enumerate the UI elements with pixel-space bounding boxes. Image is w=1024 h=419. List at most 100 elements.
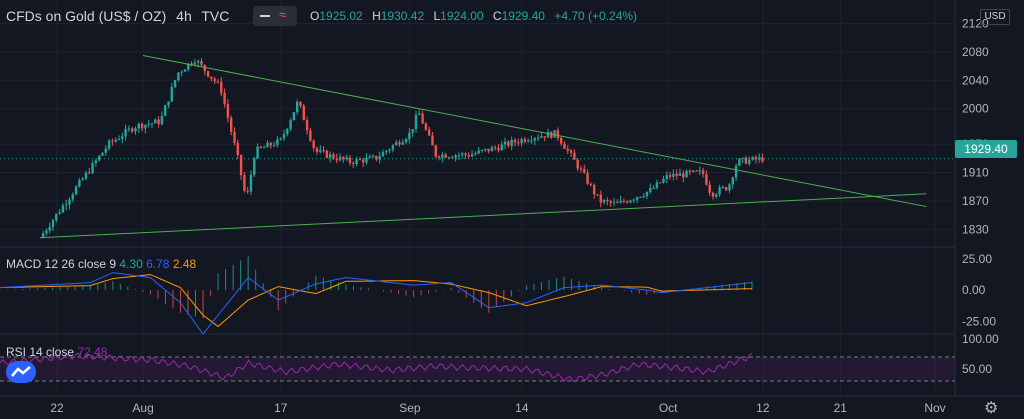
candle-body bbox=[556, 130, 560, 138]
candle-body bbox=[216, 81, 220, 83]
candle-body bbox=[513, 139, 517, 143]
candle-body bbox=[335, 158, 338, 161]
symbol-header[interactable]: CFDs on Gold (US$ / OZ) 4h TVC bbox=[6, 8, 235, 24]
candle-body bbox=[45, 230, 48, 234]
candle-body bbox=[226, 104, 230, 118]
candle-body bbox=[167, 101, 170, 106]
macd-legend[interactable]: MACD 12 26 close 9 4.30 6.78 2.48 bbox=[6, 257, 196, 271]
rsi-legend[interactable]: RSI 14 close 72.48 bbox=[6, 345, 107, 359]
candle-body bbox=[668, 175, 672, 177]
candle-body bbox=[243, 175, 246, 191]
candle-body bbox=[457, 155, 461, 157]
candle-body bbox=[622, 200, 626, 202]
visibility-toggle[interactable]: ≈ bbox=[253, 6, 297, 26]
candle-body bbox=[157, 119, 160, 125]
gear-icon[interactable]: ⚙ bbox=[984, 400, 999, 417]
candle-body bbox=[503, 141, 507, 145]
candle-body bbox=[388, 149, 391, 151]
candle-body bbox=[592, 184, 596, 195]
candle-body bbox=[751, 157, 754, 160]
candle-body bbox=[711, 192, 715, 197]
candle-body bbox=[266, 142, 269, 148]
candle-body bbox=[573, 152, 576, 160]
candle-body bbox=[51, 220, 55, 228]
candle-body bbox=[691, 170, 695, 172]
high-label: H bbox=[372, 9, 381, 23]
candle-body bbox=[282, 133, 286, 139]
candle-body bbox=[58, 212, 61, 214]
candle-body bbox=[441, 154, 444, 158]
candle-body bbox=[616, 202, 619, 204]
candle-body bbox=[163, 105, 167, 116]
candle-body bbox=[444, 154, 447, 158]
interval-label[interactable]: 4h bbox=[176, 8, 192, 24]
candle-body bbox=[744, 157, 748, 164]
candle-body bbox=[757, 157, 761, 160]
rsi-band bbox=[0, 356, 955, 382]
candle-body bbox=[517, 142, 520, 144]
close-label: C bbox=[492, 9, 502, 23]
open-value: 1925.02 bbox=[319, 9, 363, 23]
trendline bbox=[142, 54, 927, 208]
candle-body bbox=[688, 170, 692, 172]
candle-body bbox=[421, 113, 424, 124]
candle-body bbox=[748, 159, 751, 164]
wave-icon: ≈ bbox=[279, 7, 287, 22]
candle-body bbox=[309, 130, 312, 141]
candle-body bbox=[414, 115, 418, 130]
candle-body bbox=[447, 157, 451, 159]
candle-body bbox=[467, 155, 470, 157]
candle-body bbox=[97, 155, 101, 161]
candle-body bbox=[701, 170, 705, 174]
candle-body bbox=[652, 188, 655, 190]
symbol-title[interactable]: CFDs on Gold (US$ / OZ) bbox=[6, 8, 167, 24]
candle-body bbox=[391, 145, 395, 150]
candle-body bbox=[510, 139, 513, 146]
candle-body bbox=[497, 147, 500, 151]
trendlines[interactable] bbox=[39, 54, 927, 239]
ohlc-legend: O1925.02 H1930.42 L1924.00 C1929.40 +4.7… bbox=[310, 9, 643, 23]
rsi-tick-label: 50.00 bbox=[962, 362, 992, 376]
candle-body bbox=[695, 170, 698, 172]
time-tick-label: 14 bbox=[515, 401, 529, 415]
candle-body bbox=[187, 63, 190, 70]
candle-body bbox=[375, 155, 378, 160]
candle-body bbox=[705, 173, 708, 185]
time-tick-label: 17 bbox=[274, 401, 288, 415]
macd-signal-value: 2.48 bbox=[172, 257, 197, 271]
currency-label[interactable]: USD bbox=[980, 9, 1010, 25]
candle-body bbox=[579, 168, 583, 170]
candle-body bbox=[728, 184, 731, 191]
candle-body bbox=[678, 173, 682, 176]
candle-body bbox=[114, 139, 117, 142]
tradingview-logo-icon[interactable] bbox=[6, 361, 36, 383]
candle-body bbox=[177, 72, 180, 81]
candle-body bbox=[352, 162, 355, 165]
candle-body bbox=[401, 142, 404, 145]
candle-body bbox=[302, 105, 305, 121]
candle-body bbox=[144, 124, 147, 129]
candle-body bbox=[639, 196, 642, 198]
candle-body bbox=[625, 201, 629, 203]
candle-body bbox=[345, 157, 348, 160]
macd-line-value: 6.78 bbox=[146, 257, 170, 271]
candle-body bbox=[477, 150, 480, 154]
candle-body bbox=[635, 197, 639, 200]
candle-body bbox=[385, 150, 388, 153]
candle-body bbox=[550, 132, 553, 138]
candle-body bbox=[583, 169, 586, 173]
last-price-tag: 1929.40 bbox=[955, 140, 1017, 158]
candle-body bbox=[150, 123, 154, 125]
candle-body bbox=[180, 71, 183, 73]
candle-body bbox=[233, 131, 236, 143]
candle-body bbox=[368, 156, 371, 158]
candle-body bbox=[655, 182, 659, 189]
time-tick-label: 12 bbox=[756, 401, 770, 415]
candle-body bbox=[315, 147, 319, 152]
candle-body bbox=[160, 115, 164, 125]
candle-body bbox=[464, 153, 467, 156]
candle-body bbox=[606, 200, 609, 202]
low-label: L bbox=[433, 9, 441, 23]
price-tick-label: 2120 bbox=[962, 17, 989, 31]
